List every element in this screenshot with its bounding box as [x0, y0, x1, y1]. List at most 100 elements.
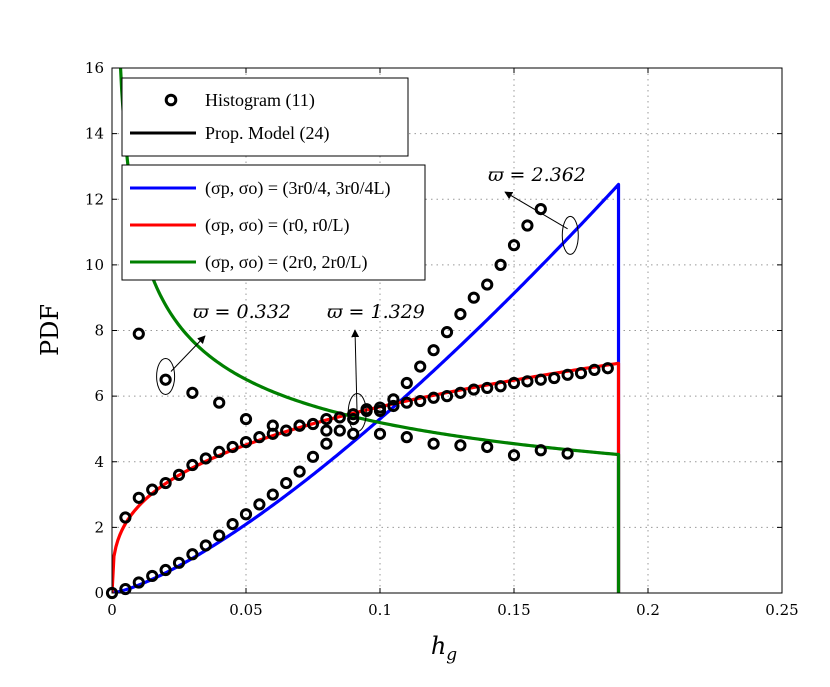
histogram-point-0-29: [494, 258, 507, 271]
histogram-point-0-10: [239, 508, 253, 521]
histogram-point-1-8: [226, 440, 239, 454]
histogram-point-1-32: [548, 371, 561, 385]
histogram-point-2-14: [507, 449, 521, 462]
histogram-point-1-21: [400, 396, 413, 409]
x-tick-label-1: 0.05: [229, 601, 262, 619]
y-tick-label-0: 0: [94, 584, 104, 602]
histogram-points: [105, 202, 614, 600]
histogram-point-2-9: [373, 427, 387, 440]
histogram-point-1-6: [199, 452, 212, 465]
histogram-point-1-31: [534, 373, 547, 386]
x-tick-label-0: 0: [107, 601, 117, 619]
x-axis-label: hg: [431, 632, 457, 665]
annotation-arrow-1: [351, 329, 360, 420]
legend-red-label: (σp, σo) = (r0, r0/L): [205, 215, 350, 236]
histogram-point-2-16: [561, 447, 574, 460]
y-tick-label-7: 14: [85, 125, 104, 143]
legend-model-label: Prop. Model (24): [205, 123, 330, 144]
annotation-ellipse-1: [347, 393, 367, 433]
annotation-ellipse-2: [561, 215, 579, 255]
legend-markers: Histogram (11) Prop. Model (24): [121, 77, 409, 157]
histogram-point-0-30: [507, 239, 521, 252]
histogram-point-2-3: [213, 396, 226, 409]
annotation-label-0: ϖ = 0.332: [193, 301, 291, 323]
histogram-point-0-21: [387, 393, 400, 406]
histogram-point-1-10: [253, 431, 266, 444]
histogram-point-1-15: [320, 412, 333, 426]
histogram-point-0-15: [306, 450, 320, 463]
histogram-point-1-22: [414, 394, 427, 408]
histogram-point-1-25: [454, 386, 467, 399]
histogram-point-2-6: [293, 419, 306, 432]
histogram-point-2-15: [534, 444, 547, 457]
histogram-point-0-31: [521, 219, 534, 232]
histogram-point-1-28: [494, 380, 507, 393]
histogram-point-0-12: [266, 488, 279, 501]
y-tick-label-8: 16: [85, 59, 104, 77]
histogram-point-1-33: [561, 368, 574, 381]
histogram-point-2-0: [132, 327, 145, 340]
histogram-point-1-3: [159, 476, 172, 490]
histogram-point-0-32: [534, 202, 547, 216]
model-curve-1: [112, 361, 621, 593]
annotation-label-1: ϖ = 1.329: [327, 301, 425, 323]
histogram-point-0-25: [440, 326, 454, 339]
legend-histogram-marker: [164, 93, 178, 107]
histogram-point-2-4: [239, 412, 253, 426]
histogram-point-1-7: [213, 445, 226, 459]
histogram-point-1-30: [521, 375, 534, 388]
histogram-point-1-1: [132, 491, 145, 504]
histogram-point-0-24: [427, 344, 440, 357]
histogram-point-2-11: [427, 437, 440, 450]
annotation-label-2: ϖ = 2.362: [488, 164, 586, 186]
histogram-point-2-12: [454, 439, 467, 452]
histogram-point-1-27: [481, 381, 494, 395]
y-tick-label-2: 4: [94, 453, 104, 471]
y-tick-label-1: 2: [94, 518, 104, 536]
histogram-point-1-24: [440, 390, 454, 403]
x-tick-label-2: 0.1: [368, 601, 392, 619]
histogram-point-2-7: [320, 424, 333, 437]
histogram-point-1-9: [239, 435, 253, 449]
histogram-point-0-26: [454, 307, 467, 321]
histogram-point-2-8: [347, 427, 360, 440]
histogram-point-0-14: [293, 465, 306, 478]
histogram-point-0-5: [172, 556, 186, 569]
histogram-point-0-2: [132, 576, 145, 589]
y-axis-label: PDF: [36, 304, 64, 356]
histogram-point-1-4: [172, 468, 186, 481]
histogram-point-0-22: [400, 376, 413, 390]
histogram-point-1-34: [574, 367, 588, 380]
legend-green-label: (σp, σo) = (2r0, 2r0/L): [205, 252, 368, 273]
annotations: ϖ = 0.332 ϖ = 1.329 ϖ = 2.362: [156, 164, 586, 433]
histogram-point-1-16: [333, 411, 346, 424]
legend-series: (σp, σo) = (3r0/4, 3r0/4L) (σp, σo) = (r…: [121, 164, 426, 281]
axis-ticks: 0 0.05 0.1 0.15 0.2 0.25 0 2 4 6 8 10 12 14 16: [85, 59, 799, 619]
histogram-point-2-2: [186, 386, 199, 399]
histogram-point-1-26: [467, 383, 480, 396]
y-tick-label-6: 12: [85, 190, 104, 208]
annotation-arrow-2: [504, 191, 568, 230]
histogram-point-0-8: [213, 529, 226, 542]
annotation-ellipse-0: [156, 357, 176, 395]
histogram-point-1-5: [186, 458, 199, 472]
x-tick-label-3: 0.15: [497, 601, 530, 619]
y-tick-label-5: 10: [85, 256, 104, 274]
histogram-point-0-6: [186, 548, 199, 561]
histogram-point-0-13: [280, 476, 293, 490]
histogram-point-1-29: [507, 376, 521, 390]
histogram-point-1-36: [601, 362, 614, 375]
annotation-arrow-0: [170, 335, 206, 372]
histogram-point-1-14: [306, 417, 320, 431]
histogram-point-1-20: [387, 399, 400, 413]
histogram-point-0-3: [146, 569, 159, 583]
y-tick-label-4: 8: [94, 322, 104, 340]
histogram-point-1-12: [280, 424, 293, 437]
histogram-point-0-27: [467, 291, 480, 304]
legend-histogram-label: Histogram (11): [205, 90, 315, 111]
histogram-point-1-19: [373, 401, 387, 414]
histogram-point-0-1: [119, 582, 132, 596]
histogram-point-1-35: [588, 363, 601, 376]
histogram-point-1-2: [146, 483, 159, 496]
